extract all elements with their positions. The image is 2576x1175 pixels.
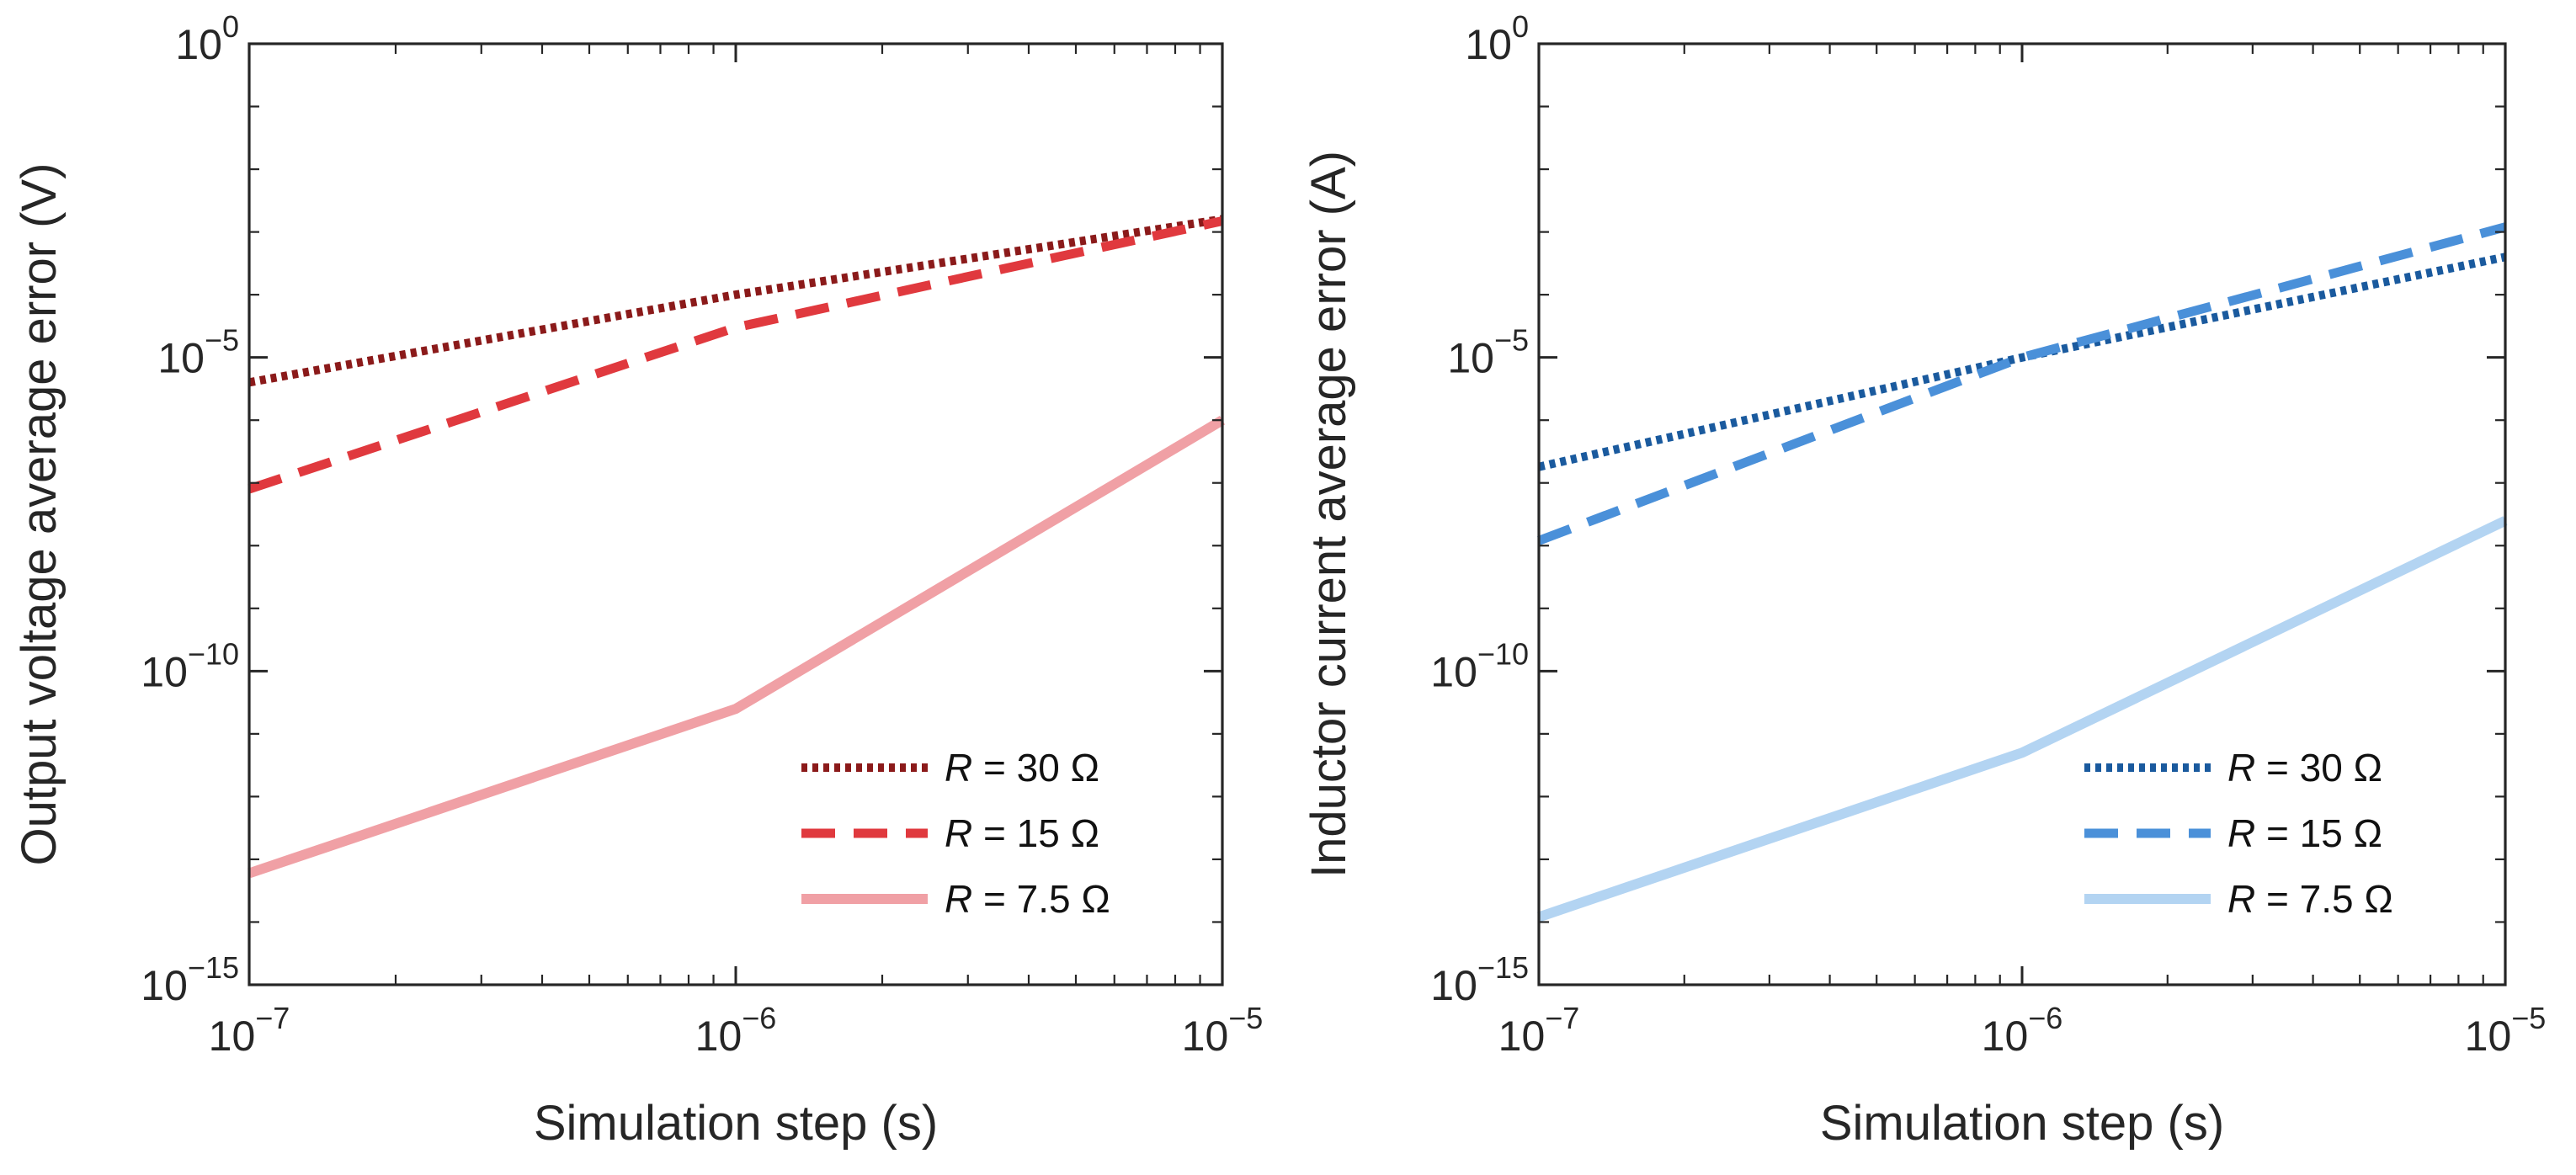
series-line-1 bbox=[248, 215, 1223, 387]
legend-rest: = 15 Ω bbox=[2255, 811, 2382, 855]
legend: R = 30 ΩR = 15 ΩR = 7.5 Ω bbox=[801, 746, 1110, 921]
tick-base: 10 bbox=[209, 1013, 256, 1060]
y-axis-label: Inductor current average error (A) bbox=[1301, 151, 1356, 878]
legend-rest: = 30 Ω bbox=[2255, 746, 2382, 790]
chart-panel-2: 10−7 10−6 10−510010−510−1010−15Simulation … bbox=[1301, 9, 2546, 1151]
legend-var: R bbox=[2227, 877, 2255, 921]
chart-panel-1: 10−7 10−6 10−510010−510−1010−15Simulation … bbox=[12, 9, 1263, 1151]
y-tick-label: 10−15 bbox=[1430, 950, 1529, 1009]
tick-exponent: −7 bbox=[1545, 1001, 1579, 1035]
legend-label: R = 30 Ω bbox=[945, 746, 1099, 790]
x-tick-label: 10−5 bbox=[1182, 1001, 1264, 1060]
legend-label: R = 7.5 Ω bbox=[945, 877, 1110, 921]
tick-base: 10 bbox=[1182, 1013, 1229, 1060]
tick-base: 10 bbox=[175, 21, 222, 68]
tick-exponent: −15 bbox=[1477, 950, 1529, 985]
x-tick-label: 10−6 bbox=[695, 1001, 777, 1060]
legend-label: R = 30 Ω bbox=[2227, 746, 2382, 790]
y-tick-label: 100 bbox=[175, 9, 239, 68]
tick-exponent: 0 bbox=[1512, 9, 1529, 44]
series-line-2 bbox=[247, 216, 1224, 494]
tick-exponent: −15 bbox=[188, 950, 239, 985]
legend-rest: = 7.5 Ω bbox=[972, 877, 1110, 921]
tick-exponent: −5 bbox=[1228, 1001, 1263, 1035]
tick-exponent: −10 bbox=[1477, 636, 1529, 671]
x-tick-label: 10−5 bbox=[2465, 1001, 2547, 1060]
legend-var: R bbox=[945, 877, 972, 921]
tick-base: 10 bbox=[695, 1013, 742, 1060]
x-axis-label: Simulation step (s) bbox=[534, 1096, 938, 1151]
legend-rest: = 30 Ω bbox=[972, 746, 1099, 790]
legend-var: R bbox=[945, 811, 972, 855]
y-tick-label: 10−5 bbox=[1447, 323, 1529, 382]
legend-var: R bbox=[945, 746, 972, 790]
legend-label: R = 15 Ω bbox=[945, 811, 1099, 855]
x-tick-label: 10−7 bbox=[209, 1001, 290, 1060]
tick-exponent: −6 bbox=[742, 1001, 776, 1035]
y-tick-label: 100 bbox=[1465, 9, 1529, 68]
tick-base: 10 bbox=[1430, 962, 1477, 1009]
tick-exponent: −5 bbox=[1494, 323, 1529, 358]
tick-exponent: 0 bbox=[222, 9, 239, 44]
series-line-3 bbox=[247, 416, 1226, 879]
x-tick-label: 10−6 bbox=[1982, 1001, 2063, 1060]
y-tick-label: 10−5 bbox=[157, 323, 239, 382]
y-tick-label: 10−10 bbox=[1430, 636, 1529, 695]
legend-var: R bbox=[2227, 746, 2255, 790]
y-tick-label: 10−10 bbox=[141, 636, 239, 695]
tick-base: 10 bbox=[141, 648, 188, 695]
tick-base: 10 bbox=[1430, 648, 1477, 695]
tick-exponent: −10 bbox=[188, 636, 239, 671]
legend-label: R = 7.5 Ω bbox=[2227, 877, 2393, 921]
y-tick-label: 10−15 bbox=[141, 950, 239, 1009]
legend: R = 30 ΩR = 15 ΩR = 7.5 Ω bbox=[2084, 746, 2393, 921]
tick-base: 10 bbox=[141, 962, 188, 1009]
legend-var: R bbox=[2227, 811, 2255, 855]
tick-base: 10 bbox=[1982, 1013, 2029, 1060]
legend-label: R = 15 Ω bbox=[2227, 811, 2382, 855]
y-axis-label: Output voltage average error (V) bbox=[12, 163, 67, 866]
tick-exponent: −7 bbox=[255, 1001, 290, 1035]
tick-exponent: −5 bbox=[2511, 1001, 2546, 1035]
legend-rest: = 7.5 Ω bbox=[2255, 877, 2393, 921]
tick-base: 10 bbox=[157, 335, 205, 382]
series-line-2 bbox=[1537, 222, 2507, 545]
tick-exponent: −6 bbox=[2028, 1001, 2062, 1035]
series-line-1 bbox=[1537, 253, 2507, 471]
tick-base: 10 bbox=[2465, 1013, 2512, 1060]
series-line-3 bbox=[1537, 516, 2508, 922]
tick-base: 10 bbox=[1447, 335, 1494, 382]
x-tick-label: 10−7 bbox=[1498, 1001, 1580, 1060]
legend-rest: = 15 Ω bbox=[972, 811, 1099, 855]
tick-base: 10 bbox=[1465, 21, 1512, 68]
tick-base: 10 bbox=[1498, 1013, 1546, 1060]
tick-exponent: −5 bbox=[205, 323, 239, 358]
x-axis-label: Simulation step (s) bbox=[1820, 1096, 2224, 1151]
